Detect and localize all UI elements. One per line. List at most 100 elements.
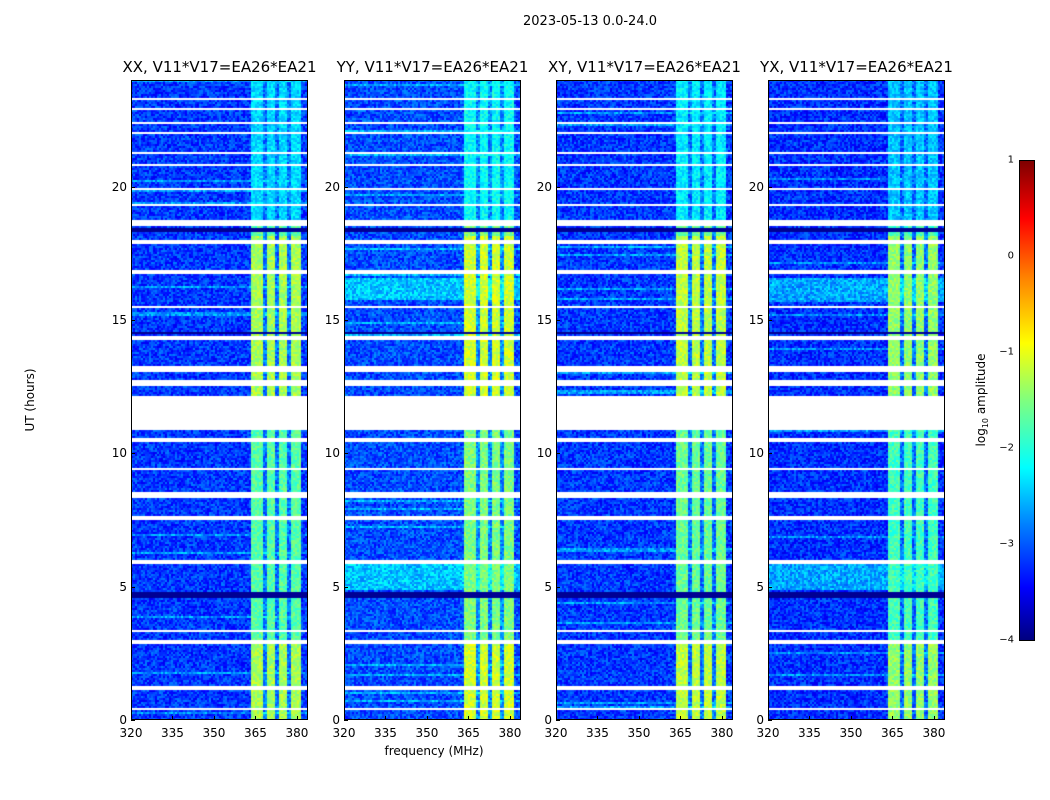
waterfall-panel: YX, V11*V17=EA26*EA21 0 5 10 15 20 320 335 350 36… <box>749 58 953 740</box>
y-tick <box>768 186 772 188</box>
x-tick-label: 335 <box>374 726 397 740</box>
y-tick-label: 20 <box>536 179 552 194</box>
y-tick-label: 0 <box>544 713 552 727</box>
x-tick <box>721 716 723 720</box>
y-tick-label: 15 <box>324 313 340 327</box>
y-tick <box>556 320 560 321</box>
panel-title: YX, V11*V17=EA26*EA21 <box>760 58 953 76</box>
x-tick-label: 365 <box>457 726 480 740</box>
x-tick-label: 365 <box>881 726 904 740</box>
y-axis-label: UT (hours) <box>23 368 37 432</box>
x-tick-label: 335 <box>586 726 609 740</box>
y-tick <box>556 586 560 588</box>
x-tick-label: 380 <box>498 726 522 740</box>
colorbar-tick-label: −3 <box>999 538 1014 550</box>
y-tick <box>344 720 348 721</box>
y-tick-label: 15 <box>111 313 127 327</box>
y-tick <box>131 320 135 321</box>
y-tick <box>344 186 348 188</box>
y-tick-label: 10 <box>324 446 340 461</box>
heatmap-image <box>131 80 308 720</box>
x-tick-label: 320 <box>756 726 780 740</box>
x-tick-label: 335 <box>798 726 821 740</box>
y-tick-label: 20 <box>324 179 340 194</box>
x-tick <box>213 716 215 720</box>
y-tick <box>131 186 135 188</box>
x-tick <box>638 716 640 720</box>
x-tick <box>680 716 682 720</box>
x-tick-label: 380 <box>285 726 309 740</box>
y-tick <box>556 720 560 721</box>
x-tick-label: 380 <box>922 726 946 740</box>
y-tick <box>131 453 135 455</box>
panel-title: XY, V11*V17=EA26*EA21 <box>548 58 741 76</box>
y-tick <box>344 586 348 588</box>
y-tick <box>131 586 135 588</box>
colorbar-tick-label: −2 <box>999 442 1014 454</box>
x-tick-label: 350 <box>627 726 651 740</box>
x-tick <box>556 716 557 720</box>
x-tick <box>768 716 769 720</box>
colorbar <box>1019 160 1035 641</box>
colorbar-tick-label: 0 <box>1007 250 1014 262</box>
y-tick <box>768 320 772 321</box>
x-tick-label: 350 <box>839 726 863 740</box>
y-tick-label: 0 <box>332 713 340 727</box>
x-tick-label: 350 <box>202 726 226 740</box>
x-tick-label: 320 <box>119 726 143 740</box>
y-tick-label: 5 <box>332 579 340 594</box>
heatmap-image <box>768 80 945 720</box>
y-tick-label: 5 <box>544 579 552 594</box>
x-tick <box>509 716 511 720</box>
x-tick-label: 320 <box>332 726 356 740</box>
colorbar-tick-label: −4 <box>999 634 1014 646</box>
y-tick-label: 10 <box>748 446 764 461</box>
x-tick-label: 320 <box>544 726 568 740</box>
x-tick <box>426 716 428 720</box>
colorbar-tick-label: 1 <box>1007 154 1014 166</box>
x-tick <box>850 716 852 720</box>
axes-frame <box>344 80 521 720</box>
y-tick <box>768 720 772 721</box>
x-tick <box>385 716 387 720</box>
x-tick <box>597 716 599 720</box>
x-tick <box>468 716 470 720</box>
y-tick-label: 5 <box>119 579 127 594</box>
panel-title: YY, V11*V17=EA26*EA21 <box>336 58 529 76</box>
x-tick <box>892 716 894 720</box>
y-tick <box>344 320 348 321</box>
y-tick-label: 20 <box>748 179 764 194</box>
colorbar-tick-label: −1 <box>999 346 1014 358</box>
waterfall-panel: XX, V11*V17=EA26*EA21 0 5 10 15 20 320 335 350 36… <box>112 58 317 740</box>
y-tick <box>556 186 560 188</box>
panel-title: XX, V11*V17=EA26*EA21 <box>122 58 317 76</box>
waterfall-panel: XY, V11*V17=EA26*EA21 0 5 10 15 20 320 335 350 36… <box>537 58 741 740</box>
y-tick <box>768 586 772 588</box>
y-tick-label: 0 <box>119 713 127 727</box>
x-tick-label: 380 <box>710 726 734 740</box>
figure-title: 2023-05-13 0.0-24.0 <box>523 14 657 29</box>
x-tick <box>933 716 935 720</box>
heatmap-image <box>556 80 733 720</box>
x-tick <box>344 716 345 720</box>
y-tick <box>344 453 348 455</box>
heatmap-image <box>344 80 521 720</box>
y-tick <box>131 720 135 721</box>
axes-frame <box>131 80 308 720</box>
y-tick <box>768 453 772 455</box>
x-tick <box>172 716 174 720</box>
x-tick-label: 365 <box>669 726 692 740</box>
y-tick-label: 15 <box>536 313 552 327</box>
axes-frame <box>768 80 945 720</box>
y-tick-label: 5 <box>756 579 764 594</box>
waterfall-panel: YY, V11*V17=EA26*EA21 0 5 10 15 20 320 335 350 36… <box>325 58 529 740</box>
y-tick-label: 10 <box>111 446 127 461</box>
x-tick-label: 350 <box>415 726 439 740</box>
x-tick <box>809 716 811 720</box>
x-tick <box>255 716 257 720</box>
x-tick-label: 365 <box>244 726 267 740</box>
y-tick-label: 15 <box>748 313 764 327</box>
x-tick <box>131 716 132 720</box>
y-tick-label: 20 <box>111 179 127 194</box>
